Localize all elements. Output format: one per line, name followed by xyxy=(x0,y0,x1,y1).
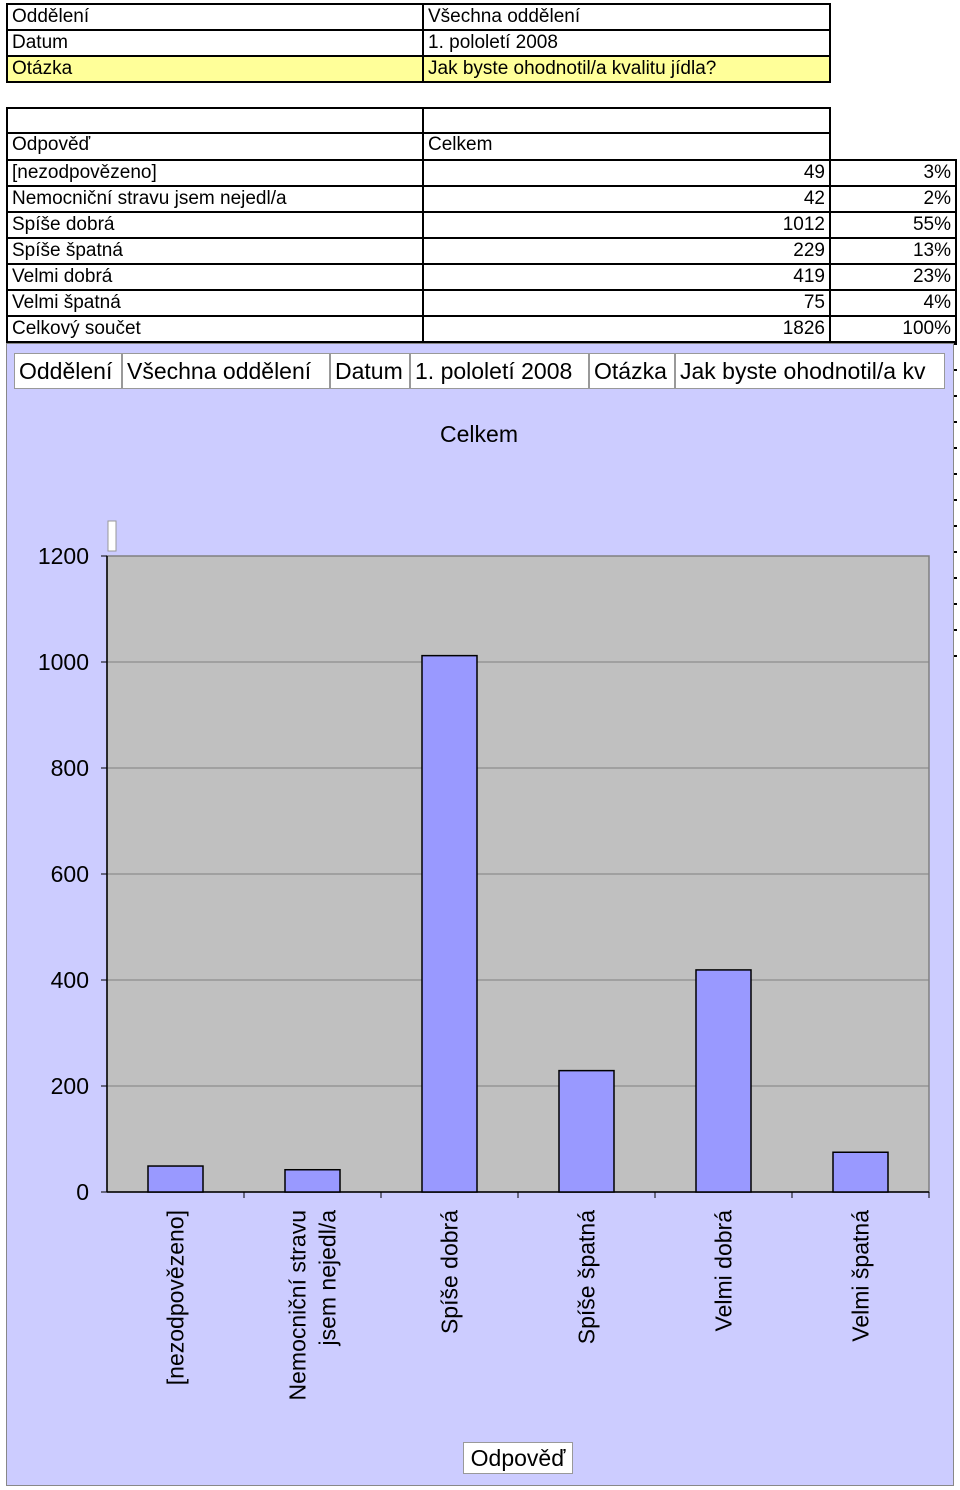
answer-column-header: Odpověď xyxy=(6,133,424,160)
header-value: Všechna oddělení xyxy=(422,3,831,31)
header-value: Jak byste ohodnotil/a kvalitu jídla? xyxy=(422,55,831,83)
table-row-pct: 23% xyxy=(829,263,957,291)
header-label: Otázka xyxy=(6,55,424,83)
total-row-pct: 100% xyxy=(829,315,957,343)
header-label: Datum xyxy=(6,29,424,57)
table-row-pct: 2% xyxy=(829,185,957,213)
table-row-count: 229 xyxy=(422,237,831,265)
pivot-field-date[interactable]: Datum xyxy=(330,353,410,389)
pivot-field-department-value[interactable]: Všechna oddělení xyxy=(122,353,330,389)
pivot-field-question-value[interactable]: Jak byste ohodnotil/a kv xyxy=(675,353,945,389)
table-row-count: 49 xyxy=(422,159,831,187)
header-value: 1. pololetí 2008 xyxy=(422,29,831,57)
x-axis-title[interactable]: Odpověď xyxy=(463,1442,573,1474)
table-row-pct: 3% xyxy=(829,159,957,187)
results-table-blank-left xyxy=(6,107,424,134)
table-row-pct: 55% xyxy=(829,211,957,239)
table-row-count: 419 xyxy=(422,263,831,291)
total-column-header: Celkem xyxy=(422,133,831,160)
total-row-label: Celkový součet xyxy=(6,315,424,343)
table-row-label: Nemocniční stravu jsem nejedl/a xyxy=(6,185,424,213)
table-row-pct: 4% xyxy=(829,289,957,317)
table-row-label: Spíše špatná xyxy=(6,237,424,265)
pivot-chart-area[interactable] xyxy=(6,343,954,1486)
total-row-count: 1826 xyxy=(422,315,831,343)
table-row-label: [nezodpovězeno] xyxy=(6,159,424,187)
table-row-count: 75 xyxy=(422,289,831,317)
table-row-label: Velmi špatná xyxy=(6,289,424,317)
pivot-field-question[interactable]: Otázka xyxy=(589,353,675,389)
table-row-count: 1012 xyxy=(422,211,831,239)
table-row-label: Spíše dobrá xyxy=(6,211,424,239)
table-row-label: Velmi dobrá xyxy=(6,263,424,291)
table-row-pct: 13% xyxy=(829,237,957,265)
pivot-field-date-value[interactable]: 1. pololetí 2008 xyxy=(410,353,589,389)
pivot-field-department[interactable]: Oddělení xyxy=(14,353,122,389)
header-label: Oddělení xyxy=(6,3,424,31)
table-row-count: 42 xyxy=(422,185,831,213)
table-edge-fragment xyxy=(954,343,957,681)
results-table-blank-right xyxy=(422,107,831,134)
